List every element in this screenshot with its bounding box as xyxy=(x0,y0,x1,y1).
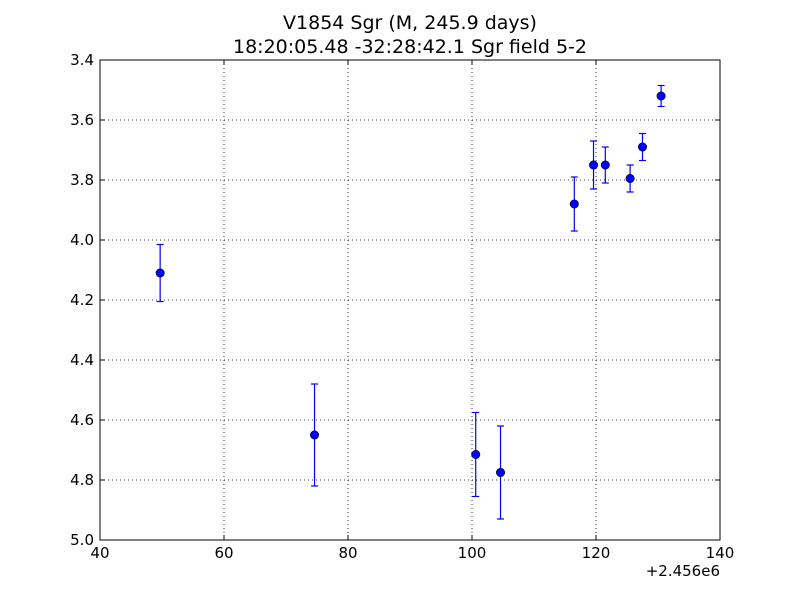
data-point xyxy=(471,449,481,459)
x-tick-label: 100 xyxy=(458,544,487,562)
x-axis-offset-label: +2.456e6 xyxy=(646,562,720,580)
y-tick-label: 4.2 xyxy=(70,291,94,309)
y-tick-label: 4.0 xyxy=(70,231,94,249)
data-point xyxy=(496,467,506,477)
y-tick-label: 3.4 xyxy=(70,51,94,69)
y-tick-label: 3.6 xyxy=(70,111,94,129)
x-axis-tick-labels: 40 60 80 100 120 140 xyxy=(90,544,734,562)
grid-lines xyxy=(100,60,720,540)
y-tick-label: 4.8 xyxy=(70,471,94,489)
data-point xyxy=(310,430,320,440)
y-tick-label: 4.6 xyxy=(70,411,94,429)
x-tick-label: 120 xyxy=(582,544,611,562)
x-tick-label: 60 xyxy=(214,544,233,562)
data-points xyxy=(155,91,666,477)
data-point xyxy=(600,160,610,170)
data-point xyxy=(656,91,666,101)
y-tick-label: 5.0 xyxy=(70,531,94,549)
y-axis-tick-labels: 3.4 3.6 3.8 4.0 4.2 4.4 4.6 4.8 5.0 xyxy=(70,51,94,549)
y-tick-label: 3.8 xyxy=(70,171,94,189)
x-tick-label: 40 xyxy=(90,544,109,562)
data-point xyxy=(625,174,635,184)
chart-subtitle: 18:20:05.48 -32:28:42.1 Sgr field 5-2 xyxy=(233,36,587,58)
data-point xyxy=(589,160,599,170)
data-point xyxy=(569,199,579,209)
y-tick-label: 4.4 xyxy=(70,351,94,369)
axis-ticks xyxy=(99,59,721,541)
x-tick-label: 80 xyxy=(338,544,357,562)
chart-title: V1854 Sgr (M, 245.9 days) xyxy=(283,12,537,34)
data-point xyxy=(155,268,165,278)
x-tick-label: 140 xyxy=(706,544,735,562)
data-point xyxy=(637,142,647,152)
